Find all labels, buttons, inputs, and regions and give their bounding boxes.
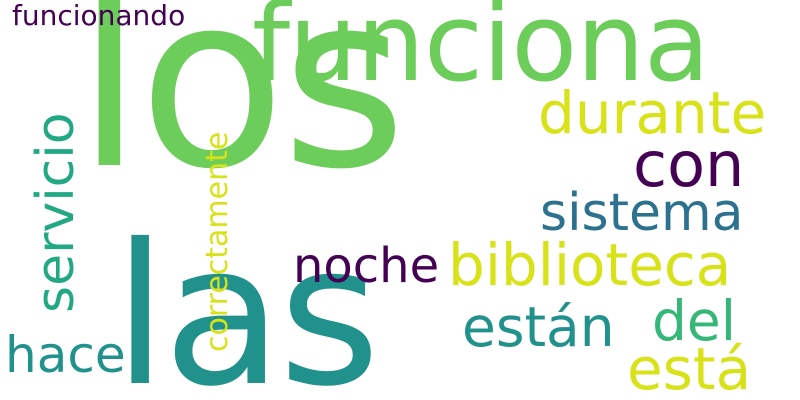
- word-biblioteca: biblioteca: [448, 231, 732, 299]
- word-hace: hace: [5, 326, 126, 384]
- word-del: del: [652, 289, 737, 353]
- word-las: las: [113, 202, 380, 400]
- word-funciona: funciona: [252, 0, 710, 106]
- word-funcionando: funcionando: [12, 0, 186, 32]
- word-durante: durante: [538, 79, 767, 147]
- word-esta: está: [627, 335, 752, 400]
- word-sistema: sistema: [540, 183, 744, 243]
- word-con: con: [633, 128, 745, 201]
- word-noche: noche: [293, 238, 440, 294]
- word-correctamente: correctamente: [200, 131, 235, 352]
- word-los: los: [76, 0, 407, 222]
- word-estan: están: [462, 295, 615, 359]
- word-servicio: servicio: [26, 112, 86, 313]
